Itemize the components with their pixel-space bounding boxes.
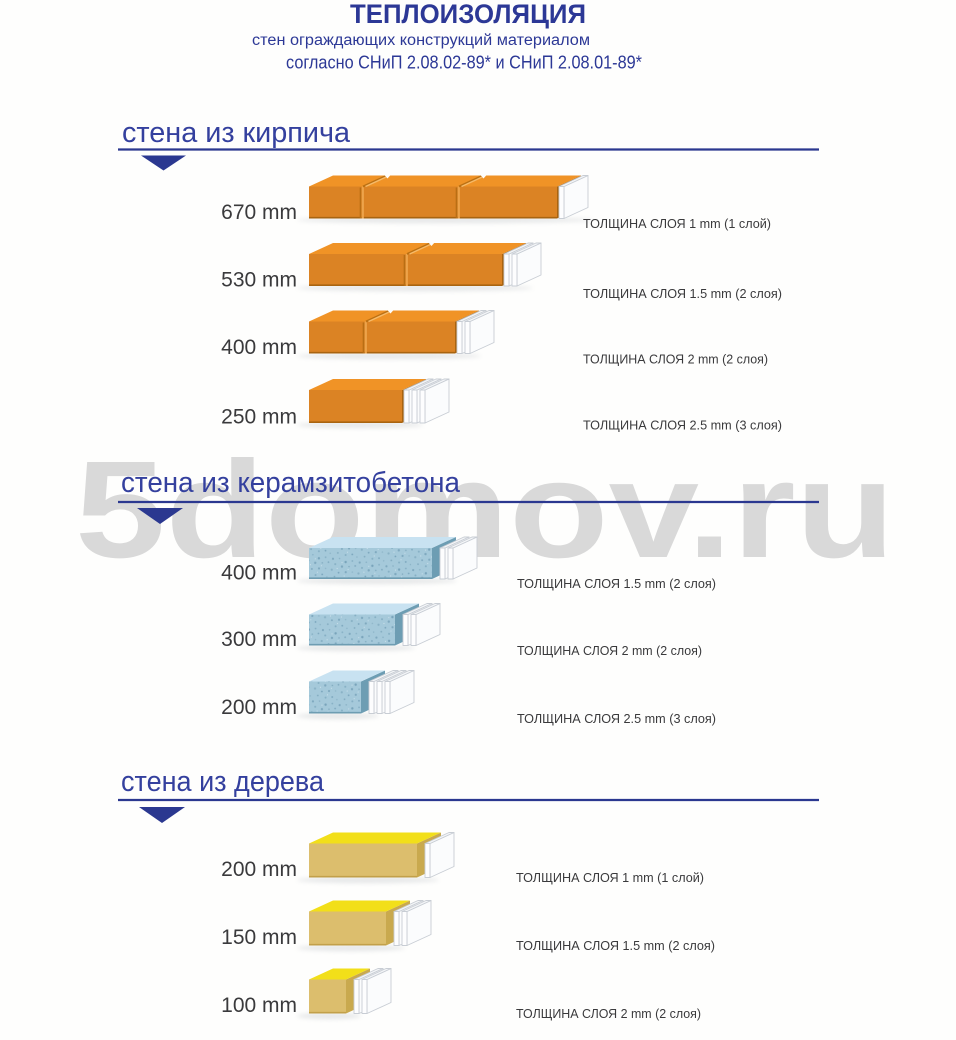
svg-text:стена из дерева: стена из дерева (121, 766, 325, 798)
svg-text:ТОЛЩИНА СЛОЯ 1 mm (1 слой): ТОЛЩИНА СЛОЯ 1 mm (1 слой) (516, 870, 704, 885)
svg-text:ТОЛЩИНА СЛОЯ 2 mm (2 слоя): ТОЛЩИНА СЛОЯ 2 mm (2 слоя) (517, 643, 702, 658)
svg-text:ТОЛЩИНА СЛОЯ 1.5 mm (2 слоя): ТОЛЩИНА СЛОЯ 1.5 mm (2 слоя) (583, 286, 782, 301)
svg-text:ТЕПЛОИЗОЛЯЦИЯ: ТЕПЛОИЗОЛЯЦИЯ (350, 0, 586, 29)
svg-text:200 mm: 200 mm (221, 858, 297, 881)
svg-text:ТОЛЩИНА СЛОЯ 1.5 mm (2 слоя): ТОЛЩИНА СЛОЯ 1.5 mm (2 слоя) (517, 576, 716, 591)
svg-text:ТОЛЩИНА СЛОЯ 1.5 mm (2 слоя): ТОЛЩИНА СЛОЯ 1.5 mm (2 слоя) (516, 938, 715, 953)
svg-text:530 mm: 530 mm (221, 269, 297, 292)
svg-text:стен ограждающих конструкций м: стен ограждающих конструкций материалом (252, 32, 590, 49)
svg-text:ТОЛЩИНА СЛОЯ 2 mm (2 слоя): ТОЛЩИНА СЛОЯ 2 mm (2 слоя) (516, 1006, 701, 1021)
svg-text:400 mm: 400 mm (221, 336, 297, 359)
svg-text:150 mm: 150 mm (221, 926, 297, 949)
svg-text:670 mm: 670 mm (221, 201, 297, 224)
svg-text:согласно СНиП 2.08.02-89* и СН: согласно СНиП 2.08.02-89* и СНиП 2.08.01… (286, 53, 642, 73)
svg-text:ТОЛЩИНА СЛОЯ 2 mm (2 слоя): ТОЛЩИНА СЛОЯ 2 mm (2 слоя) (583, 352, 768, 367)
svg-text:ТОЛЩИНА СЛОЯ 2.5 mm (3 слоя): ТОЛЩИНА СЛОЯ 2.5 mm (3 слоя) (583, 418, 782, 433)
svg-text:стена из керамзитобетона: стена из керамзитобетона (121, 467, 461, 499)
svg-text:400 mm: 400 mm (221, 562, 297, 585)
svg-text:ТОЛЩИНА СЛОЯ 2.5 mm (3 слоя): ТОЛЩИНА СЛОЯ 2.5 mm (3 слоя) (517, 711, 716, 726)
svg-text:5domov.ru: 5domov.ru (75, 433, 895, 587)
svg-text:300 mm: 300 mm (221, 628, 297, 651)
svg-text:200 mm: 200 mm (221, 696, 297, 719)
svg-text:стена из кирпича: стена из кирпича (122, 117, 351, 149)
svg-text:250 mm: 250 mm (221, 406, 297, 429)
svg-text:100 mm: 100 mm (221, 994, 297, 1017)
svg-text:ТОЛЩИНА СЛОЯ 1 mm (1 слой): ТОЛЩИНА СЛОЯ 1 mm (1 слой) (583, 216, 771, 231)
